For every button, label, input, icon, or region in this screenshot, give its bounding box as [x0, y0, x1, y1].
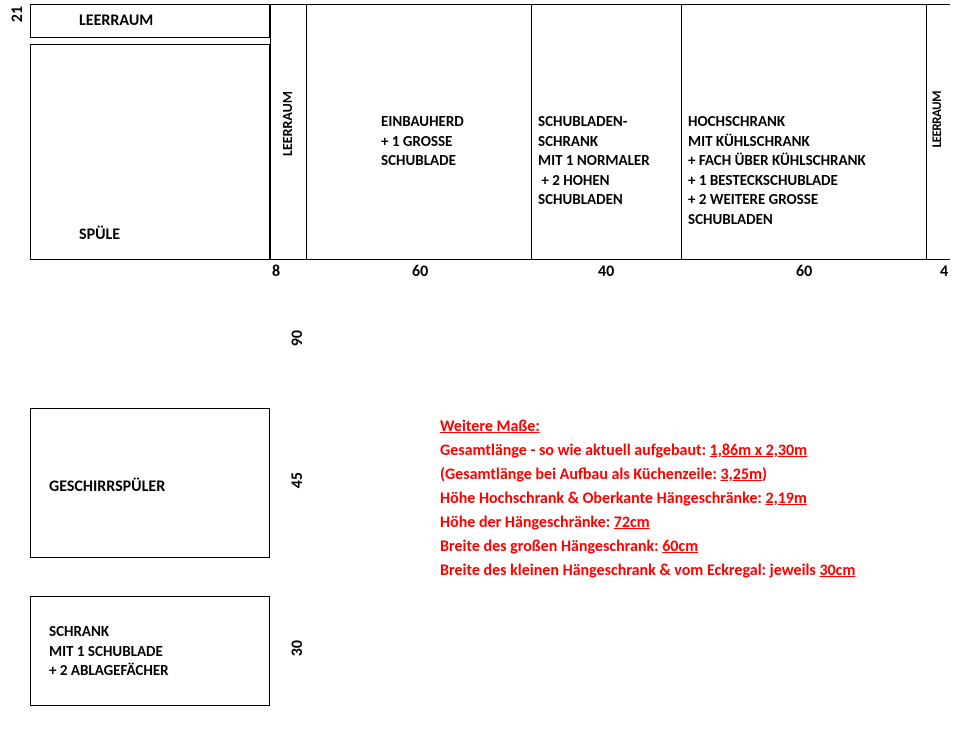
cell-geschirrspueler: GESCHIRRSPÜLER — [30, 408, 270, 558]
kitchen-floorplan: 21 LEERRAUM SPÜLE LEERRAUM EINBAUHERD + … — [0, 0, 960, 742]
notes-l4b: 72cm — [614, 513, 650, 532]
cell-leerraum-narrow: LEERRAUM — [271, 5, 307, 259]
dim-45: 45 — [288, 472, 309, 488]
label-einbauherd: EINBAUHERD + 1 GROSSE SCHUBLADE — [381, 113, 464, 172]
cell-schrank: SCHRANK MIT 1 SCHUBLADE + 2 ABLAGEFÄCHER — [30, 596, 270, 706]
label-hochschrank: HOCHSCHRANK MIT KÜHLSCHRANK + FACH ÜBER … — [688, 113, 866, 230]
label-schubladenschrank: SCHUBLADEN- SCHRANK MIT 1 NORMALER + 2 H… — [538, 113, 650, 211]
notes-line-5: Breite des großen Hängeschrank: 60cm — [440, 535, 855, 559]
notes-title: Weitere Maße: — [440, 415, 855, 439]
notes-l5a: Breite des großen Hängeschrank: — [440, 537, 662, 556]
notes-l6a: Breite des kleinen Hängeschrank & vom Ec… — [440, 561, 819, 580]
notes-l1b: 1,86m x 2,30m — [710, 441, 808, 460]
dim-60a: 60 — [412, 262, 428, 283]
cell-hochschrank: HOCHSCHRANK MIT KÜHLSCHRANK + FACH ÜBER … — [682, 5, 927, 259]
dim-60b: 60 — [796, 262, 812, 283]
dim-90: 90 — [288, 330, 309, 346]
cell-schubladenschrank: SCHUBLADEN- SCHRANK MIT 1 NORMALER + 2 H… — [532, 5, 682, 259]
label-leerraum-right: LEERRAUM — [930, 91, 945, 147]
notes-line-6: Breite des kleinen Hängeschrank & vom Ec… — [440, 559, 855, 583]
notes-line-4: Höhe der Hängeschränke: 72cm — [440, 511, 855, 535]
label-schrank: SCHRANK MIT 1 SCHUBLADE + 2 ABLAGEFÄCHER — [49, 623, 169, 682]
label-leerraum-narrow: LEERRAUM — [279, 91, 296, 156]
dim-8: 8 — [272, 262, 280, 283]
notes-l6b: 30cm — [819, 561, 855, 580]
notes-l2a: (Gesamtlänge bei Aufbau als Küchenzeile: — [440, 465, 721, 484]
notes-line-2: (Gesamtlänge bei Aufbau als Küchenzeile:… — [440, 463, 855, 487]
notes-l5b: 60cm — [662, 537, 698, 556]
notes-l1a: Gesamtlänge - so wie aktuell aufgebaut: — [440, 441, 710, 460]
cell-spuele: SPÜLE — [30, 44, 270, 260]
notes-line-1: Gesamtlänge - so wie aktuell aufgebaut: … — [440, 439, 855, 463]
cell-leerraum-right: LEERRAUM — [927, 5, 951, 259]
label-spuele: SPÜLE — [79, 225, 120, 246]
dim-30: 30 — [288, 640, 309, 656]
label-leerraum-top: LEERRAUM — [79, 11, 153, 32]
notes-l3a: Höhe Hochschrank & Oberkante Hängeschrän… — [440, 489, 765, 508]
dim-21: 21 — [8, 6, 29, 22]
cell-einbauherd: EINBAUHERD + 1 GROSSE SCHUBLADE — [307, 5, 532, 259]
dim-4: 4 — [940, 262, 948, 283]
cell-leerraum-top: LEERRAUM — [30, 4, 270, 38]
top-right-container: LEERRAUM EINBAUHERD + 1 GROSSE SCHUBLADE… — [270, 4, 950, 260]
notes-l4a: Höhe der Hängeschränke: — [440, 513, 614, 532]
notes-block: Weitere Maße: Gesamtlänge - so wie aktue… — [440, 415, 855, 583]
notes-l3b: 2,19m — [765, 489, 806, 508]
notes-l2b: 3,25m — [721, 465, 762, 484]
dim-40: 40 — [598, 262, 614, 283]
notes-l2c: ) — [762, 465, 767, 484]
label-geschirrspueler: GESCHIRRSPÜLER — [49, 477, 165, 498]
notes-line-3: Höhe Hochschrank & Oberkante Hängeschrän… — [440, 487, 855, 511]
